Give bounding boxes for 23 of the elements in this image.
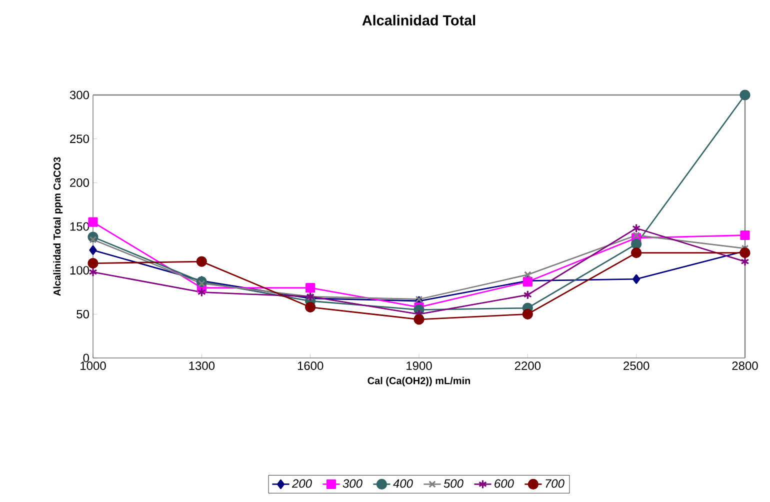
y-tick-label: 150 xyxy=(70,222,90,231)
legend-label: 500 xyxy=(444,479,464,488)
x-tick-label: 2800 xyxy=(732,362,758,370)
x-tick-label: 1000 xyxy=(80,362,106,370)
x-axis-title: Cal (Ca(OH2)) mL/min xyxy=(368,376,470,386)
x-tick-label: 1900 xyxy=(406,362,432,370)
y-tick-label: 0 xyxy=(83,354,90,362)
legend-label: 200 xyxy=(292,479,312,488)
y-tick-label: 100 xyxy=(70,266,90,275)
x-tick-label: 1300 xyxy=(189,362,215,370)
legend-label: 600 xyxy=(494,479,514,488)
y-tick-label: 300 xyxy=(70,90,90,100)
legend-label: 700 xyxy=(546,479,564,488)
y-tick-label: 50 xyxy=(76,310,90,318)
legend-label: 300 xyxy=(342,479,362,488)
x-tick-label: 1600 xyxy=(298,362,324,370)
legend-label: 400 xyxy=(393,479,413,488)
x-tick-label: 2500 xyxy=(624,362,650,370)
y-axis-title: Alcalinidad Total ppm CaCO3 xyxy=(53,157,63,296)
y-tick-label: 200 xyxy=(70,178,90,187)
chart-title: Alcalinidad Total xyxy=(362,14,476,26)
y-tick-label: 250 xyxy=(70,134,90,144)
x-tick-label: 2200 xyxy=(514,362,541,370)
